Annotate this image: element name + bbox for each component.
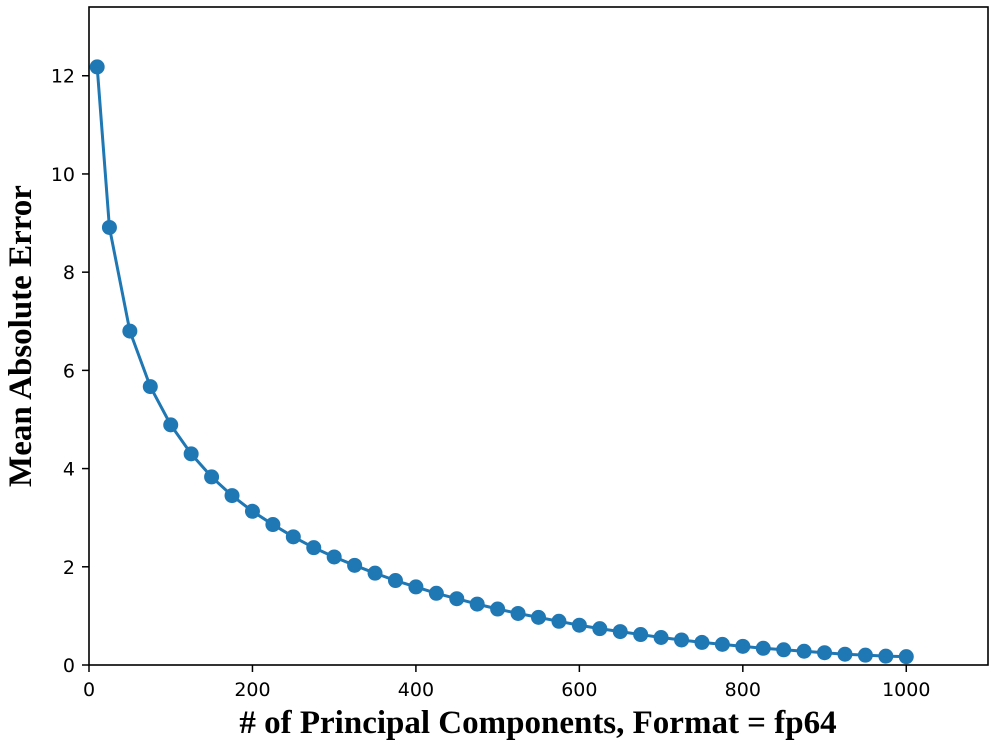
data-point: [776, 642, 792, 658]
x-tick-label: 1000: [882, 679, 930, 701]
data-point: [285, 529, 301, 545]
data-point: [857, 647, 873, 663]
y-tick-label: 6: [63, 360, 75, 382]
data-point: [89, 59, 105, 75]
y-tick-label: 12: [51, 66, 75, 88]
data-point: [898, 649, 914, 665]
data-point: [490, 601, 506, 617]
data-point: [163, 417, 179, 433]
y-axis-title: Mean Absolute Error: [3, 185, 39, 487]
data-point: [551, 613, 567, 629]
data-point: [265, 517, 281, 533]
x-tick-label: 400: [398, 679, 434, 701]
data-point: [571, 617, 587, 633]
y-tick-label: 2: [63, 557, 75, 579]
x-tick-label: 0: [83, 679, 95, 701]
data-point: [387, 573, 403, 589]
x-tick-label: 600: [561, 679, 597, 701]
data-point: [653, 630, 669, 646]
data-point: [612, 624, 628, 640]
y-ticks: 0 2 4 6 8 10 12: [51, 66, 89, 677]
data-point: [469, 596, 485, 612]
y-tick-label: 0: [63, 655, 75, 677]
data-point: [694, 634, 710, 650]
data-point: [592, 621, 608, 637]
data-point: [735, 638, 751, 654]
data-point: [714, 636, 730, 652]
y-tick-label: 8: [63, 262, 75, 284]
data-point: [101, 219, 117, 235]
data-point: [244, 503, 260, 519]
data-point: [755, 640, 771, 656]
data-point: [183, 446, 199, 462]
x-ticks: 0 200 400 600 800 1000: [83, 665, 930, 701]
x-axis-title: # of Principal Components, Format = fp64: [239, 705, 836, 741]
data-point: [796, 643, 812, 659]
data-point: [306, 540, 322, 556]
data-point: [878, 648, 894, 664]
plot-area: [89, 59, 914, 665]
data-point: [837, 646, 853, 662]
data-point: [347, 557, 363, 573]
data-point: [674, 632, 690, 648]
data-point: [142, 379, 158, 395]
data-point: [224, 488, 240, 504]
data-point: [204, 469, 220, 485]
data-point: [408, 579, 424, 595]
data-point: [122, 323, 138, 339]
data-point: [510, 605, 526, 621]
x-tick-label: 200: [234, 679, 270, 701]
data-point: [633, 627, 649, 643]
data-point: [326, 549, 342, 565]
data-point: [428, 585, 444, 601]
x-tick-label: 800: [725, 679, 761, 701]
series-line: [95, 66, 907, 659]
data-point: [449, 591, 465, 607]
y-tick-label: 10: [51, 164, 75, 186]
plot-frame: [88, 6, 989, 666]
data-point: [817, 645, 833, 661]
data-point: [367, 565, 383, 581]
data-point: [531, 609, 546, 625]
y-tick-label: 4: [63, 459, 75, 481]
